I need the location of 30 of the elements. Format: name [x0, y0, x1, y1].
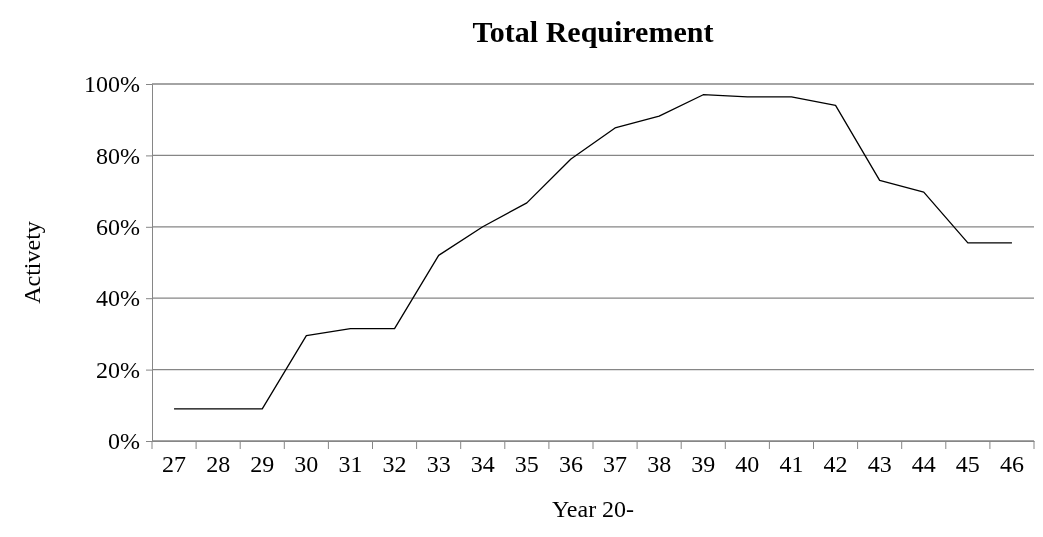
- y-tick-label: 20%: [96, 356, 140, 383]
- x-tick-label: 29: [250, 451, 275, 478]
- y-axis-title: Activety: [19, 221, 45, 304]
- x-tick-label: 38: [647, 451, 672, 478]
- y-tick-label: 60%: [96, 213, 140, 240]
- y-tick-label: 0%: [108, 428, 140, 455]
- x-tick-label: 35: [514, 451, 539, 478]
- x-tick-label: 28: [206, 451, 231, 478]
- y-tick-label: 100%: [84, 71, 140, 98]
- x-axis-title: Year 20-: [551, 496, 635, 522]
- y-tick-label: 40%: [96, 285, 140, 312]
- x-tick-label: 45: [955, 451, 980, 478]
- x-tick-label: 39: [691, 451, 716, 478]
- x-tick-label: 40: [735, 451, 760, 478]
- x-tick-label: 30: [294, 451, 319, 478]
- x-tick-label: 36: [558, 451, 583, 478]
- x-tick-label: 34: [470, 451, 495, 478]
- x-tick-label: 31: [338, 451, 363, 478]
- x-tick-label: 41: [779, 451, 804, 478]
- x-tick-label: 42: [823, 451, 848, 478]
- x-tick-label: 44: [911, 451, 936, 478]
- x-tick-label: 43: [867, 451, 892, 478]
- line-series: [173, 94, 1013, 410]
- x-tick-label: 27: [162, 451, 187, 478]
- x-tick-label: 46: [999, 451, 1024, 478]
- chart-title: Total Requirement: [472, 15, 714, 48]
- x-tick-label: 37: [603, 451, 628, 478]
- y-tick-label: 80%: [96, 142, 140, 169]
- x-tick-label: 33: [426, 451, 451, 478]
- x-tick-label: 32: [382, 451, 407, 478]
